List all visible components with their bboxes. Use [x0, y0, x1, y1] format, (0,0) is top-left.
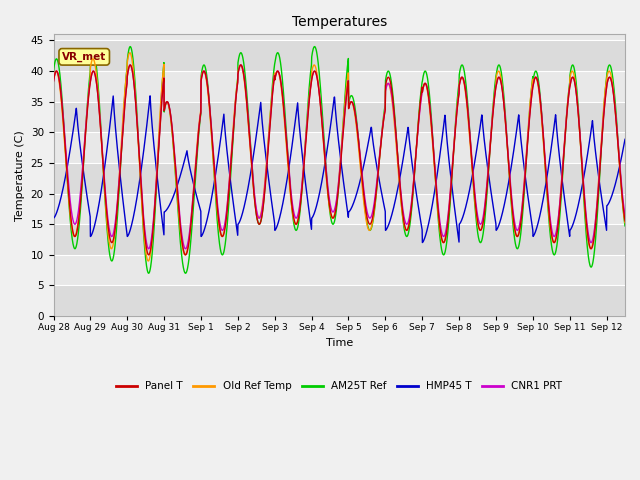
Bar — [54, 163, 625, 193]
Bar — [54, 286, 625, 316]
Y-axis label: Temperature (C): Temperature (C) — [15, 130, 25, 221]
Legend: Panel T, Old Ref Temp, AM25T Ref, HMP45 T, CNR1 PRT: Panel T, Old Ref Temp, AM25T Ref, HMP45 … — [112, 377, 566, 396]
Title: Temperatures: Temperatures — [292, 15, 387, 29]
Bar — [54, 102, 625, 132]
Text: VR_met: VR_met — [62, 52, 106, 62]
Bar — [54, 40, 625, 71]
X-axis label: Time: Time — [326, 337, 353, 348]
Bar — [54, 224, 625, 255]
